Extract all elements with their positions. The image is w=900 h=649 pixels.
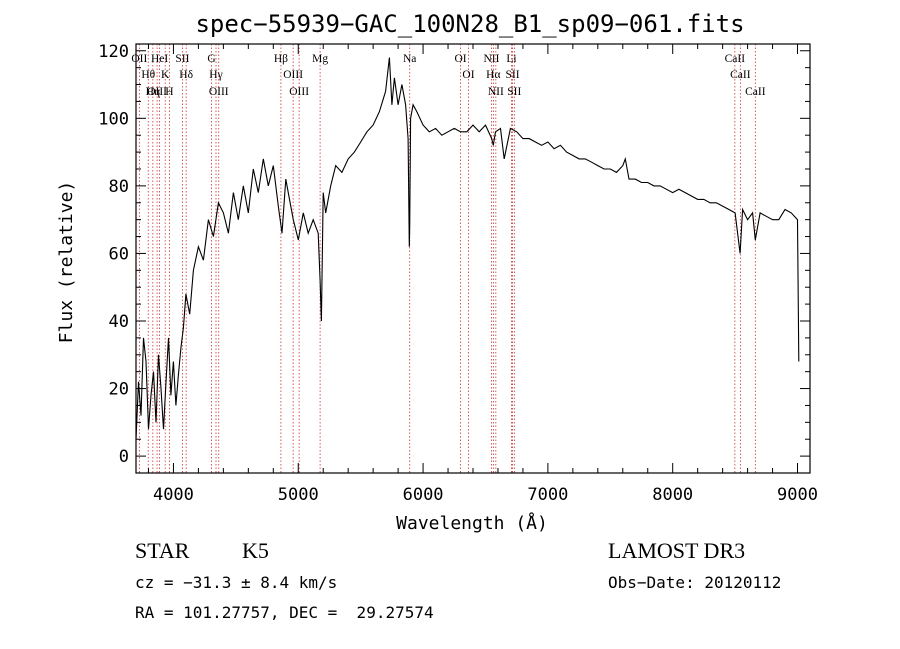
x-tick-label-1: 5000 (278, 485, 319, 505)
x-tick-label-0: 4000 (153, 485, 194, 505)
line-label-1: Hθ (141, 69, 155, 81)
chart-title: spec−55939−GAC_100N28_B1_sp09−061.fits (195, 10, 744, 38)
line-label-27: CaII (745, 86, 766, 98)
spectral-subclass: K5 (242, 538, 269, 563)
coordinates: RA = 101.27757, DEC = 29.27574 (135, 603, 434, 622)
line-label-24: SII (507, 86, 521, 98)
spectral-class: STAR (135, 538, 190, 563)
line-label-16: Na (403, 53, 416, 65)
line-label-11: OIII (209, 86, 229, 98)
line-label-21: NII (488, 86, 504, 98)
line-label-18: OI (462, 69, 474, 81)
line-label-6: H (165, 86, 173, 98)
x-tick-label-3: 7000 (527, 485, 568, 505)
spectral-line-markers (138, 44, 756, 473)
x-tick-label-2: 6000 (403, 485, 444, 505)
spectral-line-labels: OIIHθHηOIIIHeIKHSIIHδGHγOIIIHβOIIIOIIIMg… (131, 53, 765, 98)
line-label-13: OIII (283, 69, 303, 81)
spectrum-line (135, 57, 800, 440)
line-label-5: K (161, 69, 170, 81)
line-label-9: G (207, 53, 215, 65)
plot-frame (135, 43, 811, 474)
y-tick-label-5: 100 (98, 109, 129, 129)
line-label-3: OIII (147, 86, 167, 98)
y-tick-label-3: 60 (109, 244, 129, 264)
y-tick-label-1: 20 (109, 380, 129, 400)
y-tick-label-4: 80 (109, 177, 129, 197)
line-label-17: OI (454, 53, 466, 65)
line-label-8: Hδ (179, 69, 193, 81)
line-label-22: Li (506, 53, 516, 65)
y-tick-label-2: 40 (109, 312, 129, 332)
line-label-10: Hγ (209, 69, 222, 81)
y-tick-label-6: 120 (98, 42, 129, 62)
line-label-12: Hβ (274, 53, 288, 65)
line-label-15: Mg (312, 53, 328, 65)
line-label-7: SII (175, 53, 189, 65)
line-label-19: NII (483, 53, 499, 65)
y-axis-label: Flux (relative) (56, 181, 77, 344)
x-axis-label: Wavelength (Å) (396, 512, 548, 534)
line-label-25: CaII (725, 53, 746, 65)
line-label-20: Hα (486, 69, 500, 81)
line-label-4: HeI (151, 53, 168, 65)
axis-ticks: 4000 5000 6000 7000 8000 9000 0 20 40 60 80 100 120 (98, 42, 818, 505)
line-label-14: OIII (289, 86, 309, 98)
observation-date: Obs−Date: 20120112 (608, 573, 782, 592)
survey-label: LAMOST DR3 (608, 538, 746, 563)
line-label-26: CaII (730, 69, 751, 81)
line-label-0: OII (131, 53, 147, 65)
redshift-cz: cz = −31.3 ± 8.4 km/s (135, 573, 338, 592)
x-tick-label-4: 8000 (652, 485, 693, 505)
line-label-2: Hη (146, 86, 160, 98)
line-label-23: SII (506, 69, 520, 81)
x-tick-label-5: 9000 (777, 485, 818, 505)
y-tick-label-0: 0 (119, 447, 129, 467)
